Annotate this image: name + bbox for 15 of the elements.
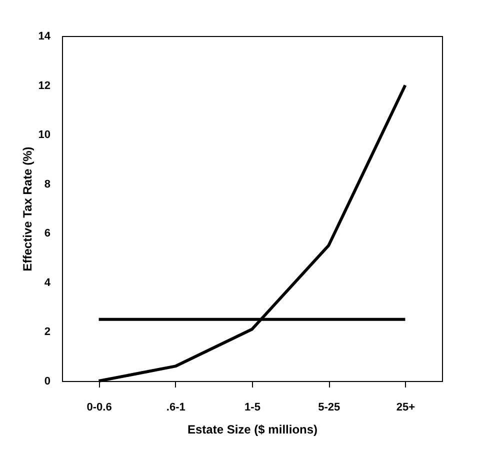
y-tick-label: 12 bbox=[38, 80, 50, 92]
y-axis-title: Effective Tax Rate (%) bbox=[20, 146, 34, 272]
y-tick-label: 6 bbox=[44, 228, 50, 240]
y-tick-label: 2 bbox=[44, 326, 50, 338]
y-tick-label: 4 bbox=[44, 276, 52, 289]
y-tick-label: 0 bbox=[44, 376, 50, 388]
x-axis-title: Estate Size ($ millions) bbox=[187, 422, 318, 436]
x-tick-label: .6-1 bbox=[166, 402, 186, 414]
y-tick-label: 10 bbox=[38, 129, 50, 142]
x-tick-label: 5-25 bbox=[318, 402, 340, 414]
x-tick-label: 1-5 bbox=[244, 402, 260, 414]
y-tick-label: 14 bbox=[38, 30, 52, 42]
y-tick-label: 8 bbox=[44, 178, 50, 190]
x-tick-label: 25+ bbox=[396, 402, 416, 414]
x-tick-label: 0-0.6 bbox=[86, 402, 112, 414]
